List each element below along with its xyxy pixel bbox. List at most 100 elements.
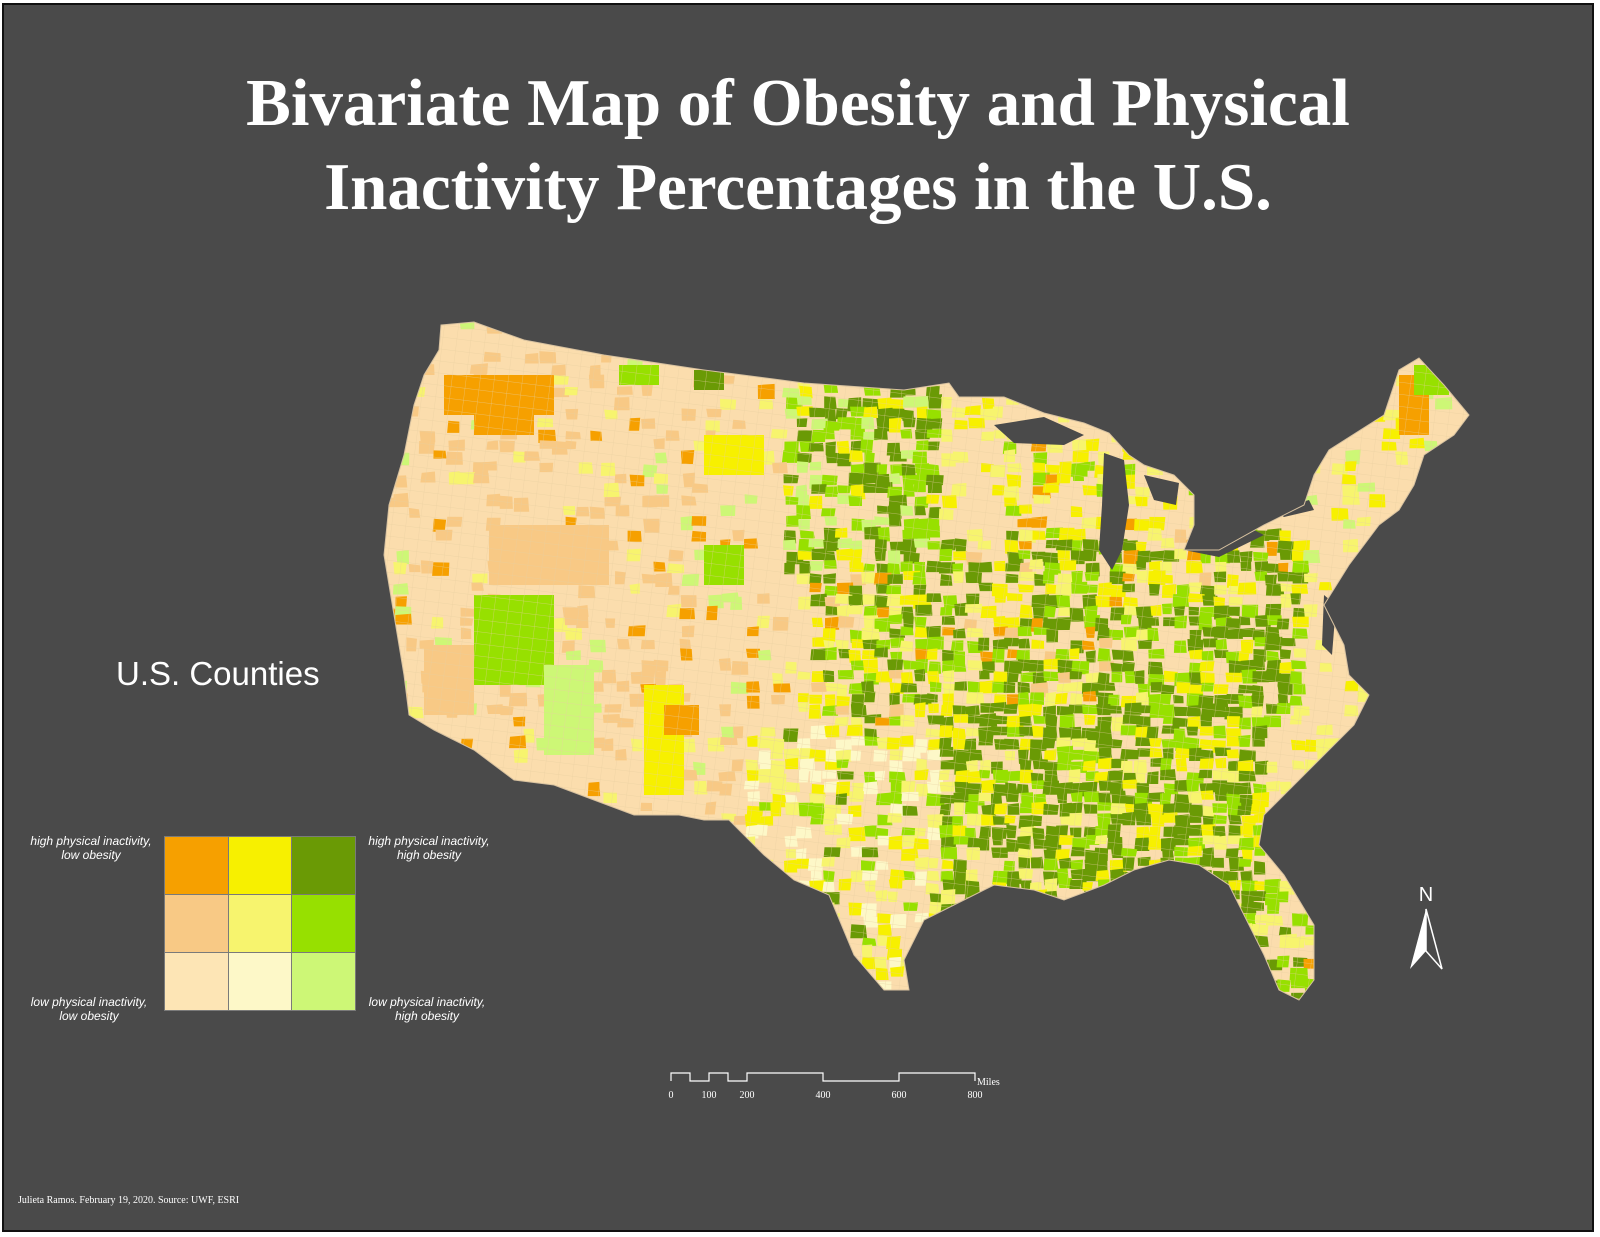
- county: [1200, 329, 1213, 344]
- county: [772, 925, 792, 937]
- county: [1098, 901, 1109, 912]
- county: [1045, 343, 1062, 356]
- county: [730, 857, 747, 871]
- scale-tick-label: 800: [968, 1090, 983, 1101]
- county: [445, 932, 457, 948]
- county: [513, 835, 528, 849]
- county: [850, 1001, 864, 1011]
- county: [487, 868, 500, 881]
- county: [887, 352, 905, 366]
- county: [1043, 967, 1056, 979]
- county: [459, 781, 471, 791]
- county: [1083, 364, 1095, 378]
- county: [796, 912, 813, 926]
- county: [1174, 893, 1193, 908]
- county: [942, 980, 956, 994]
- county: [770, 957, 788, 969]
- county: [1422, 495, 1433, 510]
- county: [796, 339, 811, 351]
- county: [1355, 893, 1373, 904]
- county: [472, 770, 484, 784]
- county: [928, 342, 945, 355]
- county: [1409, 739, 1424, 754]
- county: [1316, 439, 1331, 451]
- county: [1355, 759, 1373, 773]
- county: [681, 858, 698, 870]
- county: [384, 464, 396, 478]
- county: [422, 342, 435, 354]
- county: [1085, 342, 1104, 353]
- county: [461, 914, 480, 925]
- county: [680, 880, 692, 893]
- county: [1265, 407, 1282, 423]
- county: [1457, 967, 1469, 982]
- county: [1317, 912, 1329, 923]
- county: [384, 936, 399, 947]
- county: [760, 902, 773, 911]
- county: [912, 967, 927, 981]
- county: [628, 879, 641, 891]
- county: [1318, 957, 1335, 966]
- county: [1445, 726, 1461, 736]
- county: [1357, 881, 1372, 892]
- county: [1435, 464, 1450, 477]
- county: [1317, 947, 1334, 961]
- county: [1344, 980, 1357, 995]
- county: [1071, 398, 1084, 412]
- county: [1137, 417, 1152, 431]
- county: [1293, 417, 1310, 430]
- county: [474, 780, 488, 794]
- county: [1121, 341, 1136, 353]
- county: [1447, 846, 1459, 860]
- county: [1384, 922, 1395, 938]
- legend-label-line: low physical inactivity,: [368, 995, 486, 1009]
- us-county-map: [383, 321, 1470, 1014]
- county: [772, 1003, 790, 1014]
- county: [1329, 923, 1342, 936]
- county: [887, 363, 906, 376]
- county: [1393, 640, 1412, 655]
- county: [1398, 1004, 1415, 1014]
- county: [1018, 892, 1036, 908]
- legend-label-line: high obesity: [394, 1009, 460, 1023]
- credit-text: Julieta Ramos. February 19, 2020. Source…: [18, 1195, 240, 1206]
- county: [979, 980, 997, 992]
- county: [1331, 979, 1345, 994]
- county: [1189, 472, 1205, 484]
- county: [1240, 407, 1258, 417]
- county: [938, 341, 956, 355]
- county: [1172, 405, 1188, 417]
- county: [1227, 914, 1239, 928]
- county: [1018, 903, 1034, 913]
- county: [1370, 915, 1382, 930]
- county: [1449, 868, 1462, 880]
- legend-cell: [292, 953, 355, 1010]
- county: [1345, 409, 1357, 420]
- county: [629, 966, 646, 978]
- county: [1148, 970, 1161, 982]
- county: [641, 341, 655, 354]
- scale-tick-label: 400: [816, 1090, 831, 1101]
- county: [967, 946, 985, 957]
- county: [1355, 970, 1371, 981]
- county: [695, 978, 708, 990]
- county: [837, 991, 852, 1000]
- county: [1184, 957, 1197, 971]
- legend-cell: [292, 895, 355, 952]
- county: [1356, 583, 1371, 595]
- map-title-line-1: Bivariate Map of Obesity and Physical: [246, 66, 1350, 140]
- county: [785, 945, 800, 956]
- county: [811, 322, 827, 328]
- legend-label-bottom-right: low physical inactivity, high obesity: [352, 995, 502, 1023]
- county: [1161, 362, 1179, 372]
- county: [1070, 955, 1086, 970]
- county: [1292, 878, 1306, 891]
- county: [1447, 1002, 1462, 1011]
- county: [1136, 968, 1151, 983]
- county: [458, 958, 478, 972]
- county: [1083, 935, 1097, 946]
- county: [915, 980, 931, 990]
- legend-label-line: low obesity: [59, 1009, 119, 1023]
- county: [1381, 879, 1397, 890]
- county: [668, 343, 682, 353]
